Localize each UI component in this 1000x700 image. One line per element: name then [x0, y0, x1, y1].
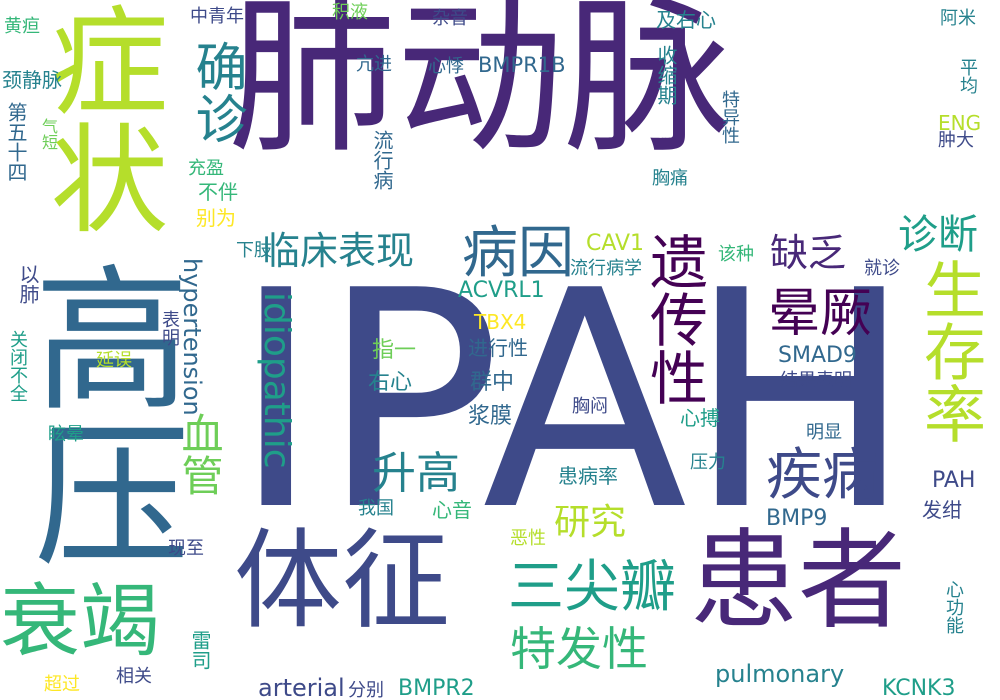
word-cloud-word: 三尖瓣 — [508, 555, 676, 620]
word-cloud-word: 指一 — [372, 338, 417, 363]
word-cloud-word: 亢进 — [356, 54, 392, 75]
word-cloud-word: 充盈 — [188, 158, 224, 179]
word-cloud-word: 积液 — [332, 2, 368, 23]
word-cloud-word: 进行性 — [468, 336, 528, 360]
word-cloud-word: 及右心 — [656, 8, 716, 32]
word-cloud-word: 气短 — [39, 118, 58, 150]
word-cloud-word: 肺动脉 — [228, 0, 732, 176]
word-cloud-word: 我国 — [358, 498, 394, 519]
word-cloud-word: 恶性 — [510, 528, 546, 549]
word-cloud-word: CAV1 — [586, 231, 645, 256]
word-cloud-word: 明显 — [806, 422, 842, 443]
word-cloud-word: 缺乏 — [770, 231, 847, 275]
word-cloud-word: 平均 — [957, 58, 978, 94]
word-cloud-word: 胸闷 — [572, 396, 608, 417]
word-cloud-word: 下肢 — [236, 240, 272, 261]
word-cloud-word: 结果表明 — [780, 370, 852, 391]
word-cloud-word: 关闭不全 — [7, 330, 28, 402]
word-cloud-word: 流行病 — [370, 130, 394, 190]
word-cloud-word: 衰竭 — [0, 575, 160, 668]
word-cloud-word: 群中 — [470, 370, 515, 395]
word-cloud-word: 相关 — [116, 666, 152, 687]
word-cloud-word: hypertension — [178, 258, 206, 416]
word-cloud-word: ACVRL1 — [458, 278, 545, 303]
word-cloud-word: arterial — [258, 674, 345, 700]
word-cloud-word: 黄疸 — [4, 16, 40, 37]
word-cloud-word: 浆膜 — [468, 404, 513, 429]
word-cloud-word: 研究 — [554, 502, 627, 543]
word-cloud-word: BMP9 — [766, 506, 828, 531]
word-cloud-word: 疾病 — [766, 443, 878, 508]
word-cloud-word: 颈静脉 — [2, 68, 62, 92]
word-cloud-word: 肿大 — [938, 130, 974, 151]
word-cloud-word: 患者 — [690, 519, 907, 644]
word-cloud-word: 别为 — [196, 206, 236, 230]
word-cloud-word: 高压 — [7, 258, 189, 570]
word-cloud-word: 胸痛 — [652, 168, 688, 189]
word-cloud-word: 雷司 — [188, 630, 212, 670]
word-cloud-word: 延误 — [96, 350, 132, 371]
word-cloud-word: 诊断 — [898, 212, 978, 258]
word-cloud-word: 心功能 — [943, 580, 964, 634]
word-cloud-word: 病因 — [462, 221, 574, 286]
word-cloud-word: 发绀 — [922, 498, 962, 522]
word-cloud-word: 遗传性 — [640, 232, 708, 406]
word-cloud-word: 杂音 — [432, 8, 468, 29]
word-cloud-word: 生存率 — [913, 258, 986, 444]
word-cloud-word: 压力 — [690, 452, 726, 473]
word-cloud-word: SMAD9 — [778, 343, 857, 368]
word-cloud-word: 患病率 — [558, 464, 618, 488]
word-cloud-word: PAH — [932, 468, 976, 493]
word-cloud-word: 临床表现 — [262, 229, 415, 273]
word-cloud-word: 表明 — [159, 310, 180, 346]
word-cloud-word: 心搏 — [680, 406, 720, 430]
word-cloud-word: 现至 — [168, 538, 204, 559]
word-cloud-word: 特发性 — [510, 622, 648, 676]
word-cloud-word: KCNK3 — [882, 676, 956, 700]
word-cloud-word: 晕厥 — [768, 284, 873, 344]
word-cloud-word: 该种 — [718, 244, 754, 265]
word-cloud-word: 流行病学 — [570, 258, 642, 279]
word-cloud-word: 阿米 — [940, 8, 976, 29]
word-cloud-word: 中青年 — [190, 6, 244, 27]
word-cloud-word: idiopathic — [256, 292, 297, 469]
word-cloud-word: 就诊 — [864, 258, 900, 279]
word-cloud-word: pulmonary — [715, 660, 845, 688]
word-cloud-word: 症状 — [30, 0, 168, 236]
word-cloud-word: 心音 — [432, 498, 472, 522]
word-cloud-word: 特异性 — [719, 90, 740, 144]
word-cloud-word: TBX4 — [474, 310, 527, 334]
word-cloud-word: 第五十四 — [4, 102, 28, 182]
word-cloud-word: ENG — [938, 111, 982, 135]
word-cloud-word: 血管 — [175, 412, 224, 496]
word-cloud-word: 不伴 — [198, 180, 238, 204]
word-cloud-word: 以肺 — [16, 264, 40, 304]
word-cloud-word: 收缩期 — [654, 45, 678, 105]
word-cloud-word: BMPR2 — [398, 676, 475, 700]
word-cloud-word: BMPR1B — [478, 53, 566, 77]
word-cloud-word: IPAH — [232, 227, 914, 576]
word-cloud-word: 右心 — [368, 370, 413, 395]
word-cloud-word: 眩晕 — [48, 424, 84, 445]
word-cloud-word: 超过 — [44, 674, 80, 695]
word-cloud-word: 升高 — [372, 448, 460, 499]
word-cloud-word: 心悸 — [428, 56, 464, 77]
word-cloud-word: 确诊 — [186, 40, 246, 144]
word-cloud-word: 体征 — [234, 519, 451, 644]
word-cloud-word: 分别 — [348, 680, 384, 700]
